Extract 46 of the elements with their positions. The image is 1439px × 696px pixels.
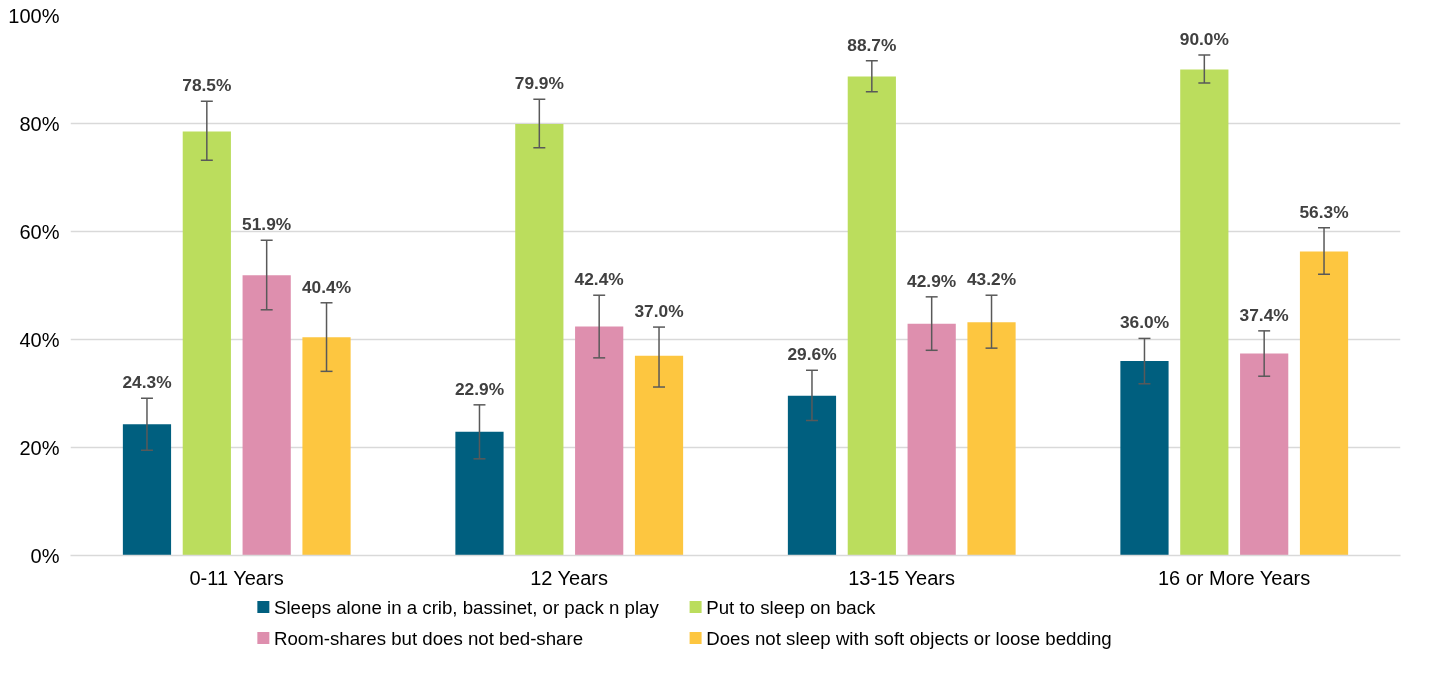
y-tick-label: 80% <box>19 112 60 135</box>
data-label: 22.9% <box>454 378 505 399</box>
legend-label: Does not sleep with soft objects or loose bedding <box>706 627 1112 649</box>
x-tick-label: 13-15 Years <box>848 566 955 589</box>
bar <box>1180 69 1229 556</box>
data-label: 37.0% <box>634 301 684 322</box>
bar <box>634 355 684 556</box>
legend-label: Put to sleep on back <box>706 596 876 618</box>
bar <box>242 275 291 556</box>
data-label: 24.3% <box>122 372 172 393</box>
bar <box>455 431 504 556</box>
data-label: 51.9% <box>242 214 292 235</box>
data-label: 90.0% <box>1179 28 1229 49</box>
bar <box>302 337 351 556</box>
data-label: 43.2% <box>966 269 1017 290</box>
bar <box>787 395 837 556</box>
legend-label: Room-shares but does not bed-share <box>273 627 584 649</box>
data-label: 42.4% <box>574 269 624 290</box>
bar <box>907 323 956 556</box>
data-label: 79.9% <box>514 73 564 94</box>
bar <box>967 322 1016 556</box>
data-label: 78.5% <box>182 75 232 96</box>
x-tick-label: 16 or More Years <box>1157 566 1311 589</box>
bar <box>122 424 172 556</box>
legend-label: Sleeps alone in a crib, bassinet, or pack n play <box>273 596 660 618</box>
y-tick-label: 100% <box>8 4 60 27</box>
y-tick-label: 0% <box>30 544 60 567</box>
bar <box>1299 251 1349 556</box>
bar <box>182 131 231 556</box>
data-label: 36.0% <box>1119 312 1170 333</box>
y-tick-label: 40% <box>19 328 60 351</box>
bar <box>1240 353 1289 556</box>
bar <box>847 76 896 556</box>
data-label: 88.7% <box>847 34 897 55</box>
data-label: 56.3% <box>1299 201 1349 222</box>
y-tick-label: 20% <box>19 436 60 459</box>
data-label: 40.4% <box>301 276 352 297</box>
data-label: 42.9% <box>907 270 957 291</box>
bar <box>515 124 564 556</box>
data-label: 29.6% <box>787 344 837 365</box>
y-tick-label: 60% <box>19 220 60 243</box>
bar <box>1120 361 1169 556</box>
x-tick-label: 12 Years <box>530 566 608 589</box>
x-tick-label: 0-11 Years <box>189 566 284 589</box>
data-label: 37.4% <box>1239 304 1289 325</box>
bar <box>575 326 624 556</box>
